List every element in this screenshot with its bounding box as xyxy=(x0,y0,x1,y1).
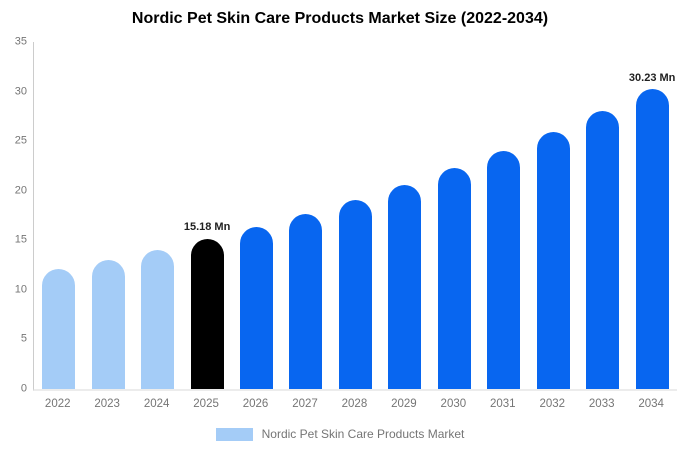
value-label-2025: 15.18 Mn xyxy=(183,220,231,233)
bar-column-2030 xyxy=(430,42,479,389)
value-label-2034: 30.23 Mn xyxy=(628,71,676,84)
legend-item[interactable]: Nordic Pet Skin Care Products Market xyxy=(0,427,680,441)
bar-2030[interactable] xyxy=(437,168,471,389)
x-tick-label-2022: 2022 xyxy=(44,398,71,410)
bar-column-2026 xyxy=(232,42,281,389)
bar-2031[interactable] xyxy=(487,150,521,389)
y-tick-label-25: 25 xyxy=(14,134,27,147)
x-tick-label-2026: 2026 xyxy=(242,398,269,410)
bar-2022[interactable] xyxy=(42,269,76,389)
bar-column-2031 xyxy=(479,42,528,389)
bar-2028[interactable] xyxy=(338,199,372,389)
bar-2024[interactable] xyxy=(141,249,175,389)
bar-column-2024 xyxy=(133,42,182,389)
x-tick-label-2024: 2024 xyxy=(143,398,170,410)
x-tick-label-2023: 2023 xyxy=(94,398,120,410)
bar-2023[interactable] xyxy=(91,259,125,389)
bar-column-2025: 15.18 Mn xyxy=(183,42,232,389)
bar-column-2023 xyxy=(84,42,133,389)
y-tick-label-10: 10 xyxy=(14,283,27,296)
x-tick-label-2033: 2033 xyxy=(588,398,615,410)
y-tick-label-0: 0 xyxy=(20,382,27,395)
legend-label: Nordic Pet Skin Care Products Market xyxy=(261,427,465,441)
chart-title: Nordic Pet Skin Care Products Market Siz… xyxy=(131,10,549,27)
bar-2029[interactable] xyxy=(388,184,422,389)
y-tick-label-5: 5 xyxy=(20,332,27,345)
bar-2033[interactable] xyxy=(586,111,620,389)
x-tick-label-2031: 2031 xyxy=(490,398,516,410)
x-tick-label-2030: 2030 xyxy=(440,398,467,410)
plot-area: 0 5 10 15 20 25 30 35 15.18 Mn 30.23 Mn xyxy=(15,36,677,394)
bar-column-2032 xyxy=(529,42,578,389)
bar-column-2027 xyxy=(281,42,330,389)
bars-group: 15.18 Mn 30.23 Mn xyxy=(34,42,677,389)
bar-column-2028 xyxy=(331,42,380,389)
x-tick-label-2028: 2028 xyxy=(341,398,368,410)
bar-column-2029 xyxy=(380,42,429,389)
x-tick-label-2027: 2027 xyxy=(292,398,318,410)
y-tick-label-35: 35 xyxy=(14,35,27,48)
y-tick-label-20: 20 xyxy=(14,184,27,197)
bar-2027[interactable] xyxy=(289,213,323,389)
x-tick-label-2034: 2034 xyxy=(638,398,664,410)
x-tick-label-2025: 2025 xyxy=(193,398,219,410)
bar-2026[interactable] xyxy=(240,226,274,389)
legend-swatch xyxy=(215,427,253,441)
bar-column-2033 xyxy=(578,42,627,389)
bar-column-2022 xyxy=(34,42,83,389)
y-tick-label-30: 30 xyxy=(14,85,27,98)
bar-2025[interactable] xyxy=(190,238,224,389)
x-axis: 2022 2023 2024 2025 2026 2027 2028 2029 2030 2031… xyxy=(33,398,676,410)
bar-2032[interactable] xyxy=(536,131,570,389)
x-tick-label-2029: 2029 xyxy=(391,398,417,410)
y-tick-label-15: 15 xyxy=(14,233,27,246)
y-axis: 0 5 10 15 20 25 30 35 xyxy=(1,36,27,394)
bar-column-2034: 30.23 Mn xyxy=(628,42,677,389)
bar-2034[interactable] xyxy=(635,89,669,389)
x-tick-label-2032: 2032 xyxy=(539,398,566,410)
